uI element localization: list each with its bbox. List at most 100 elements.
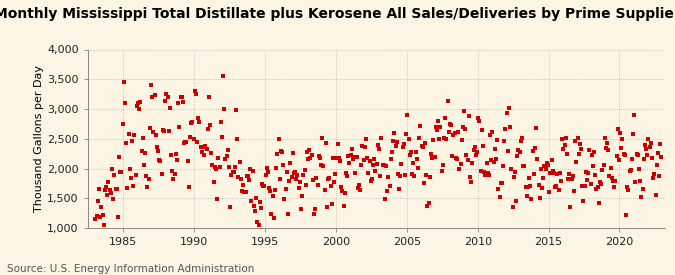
Point [310, 207, 321, 212]
Point [384, 183, 395, 188]
Point [470, 153, 481, 158]
Point [616, 146, 626, 150]
Point [308, 211, 319, 216]
Point [500, 126, 511, 131]
Point [313, 154, 324, 158]
Point [450, 156, 461, 160]
Point [453, 130, 464, 134]
Point [109, 173, 119, 177]
Point [333, 156, 344, 160]
Point [350, 170, 361, 175]
Point [535, 196, 545, 200]
Point [189, 89, 200, 94]
Point [118, 80, 129, 84]
Point [461, 152, 472, 157]
Point [558, 147, 569, 151]
Point [348, 157, 358, 161]
Point [136, 149, 147, 153]
Point [223, 165, 234, 170]
Point [271, 166, 281, 171]
Point [455, 162, 466, 166]
Point [578, 199, 589, 204]
Point [278, 163, 289, 167]
Point [459, 109, 470, 113]
Point [281, 170, 292, 175]
Point [239, 190, 250, 195]
Point [311, 176, 322, 180]
Point [132, 104, 142, 108]
Point [263, 169, 273, 174]
Point [228, 169, 239, 174]
Point [255, 205, 266, 210]
Point [283, 211, 294, 216]
Point [620, 153, 630, 157]
Point [402, 113, 413, 117]
Point [346, 153, 356, 157]
Point [290, 170, 300, 174]
Point [549, 185, 560, 189]
Point [267, 194, 278, 199]
Point [231, 108, 242, 112]
Point [497, 163, 508, 168]
Point [220, 157, 231, 161]
Point [343, 153, 354, 158]
Point [533, 183, 544, 187]
Point [327, 156, 338, 160]
Point [355, 188, 366, 192]
Point [491, 156, 502, 161]
Point [479, 169, 489, 174]
Point [259, 184, 270, 189]
Point [486, 158, 497, 162]
Point [639, 157, 649, 161]
Point [639, 143, 650, 147]
Point [388, 138, 399, 143]
Point [209, 164, 220, 169]
Point [149, 93, 160, 97]
Point [336, 185, 347, 189]
Point [272, 152, 283, 156]
Point [157, 128, 168, 132]
Point [377, 163, 388, 167]
Point [641, 147, 651, 151]
Point [406, 150, 416, 154]
Point [645, 141, 656, 145]
Point [473, 116, 484, 120]
Point [94, 187, 105, 192]
Point [126, 176, 136, 180]
Point [171, 158, 182, 162]
Point [162, 95, 173, 99]
Point [92, 199, 103, 204]
Point [398, 145, 408, 149]
Point [513, 148, 524, 152]
Point [502, 111, 512, 115]
Point [368, 163, 379, 168]
Point [221, 154, 232, 159]
Point [323, 177, 333, 182]
Point [360, 145, 371, 150]
Point [537, 186, 547, 190]
Point [431, 125, 441, 129]
Point [389, 131, 400, 136]
Point [628, 132, 639, 136]
Point [379, 163, 389, 167]
Point [141, 174, 152, 178]
Point [404, 153, 415, 157]
Point [379, 197, 390, 201]
Point [148, 130, 159, 134]
Point [557, 137, 568, 141]
Point [421, 173, 432, 178]
Point [312, 183, 323, 187]
Point [91, 214, 102, 219]
Point [132, 101, 143, 105]
Point [429, 155, 440, 160]
Point [211, 167, 221, 171]
Point [433, 119, 443, 123]
Point [637, 187, 648, 191]
Point [467, 160, 478, 165]
Point [273, 136, 284, 141]
Point [265, 189, 275, 193]
Point [256, 182, 267, 186]
Point [206, 151, 217, 156]
Point [226, 173, 237, 178]
Point [363, 171, 374, 175]
